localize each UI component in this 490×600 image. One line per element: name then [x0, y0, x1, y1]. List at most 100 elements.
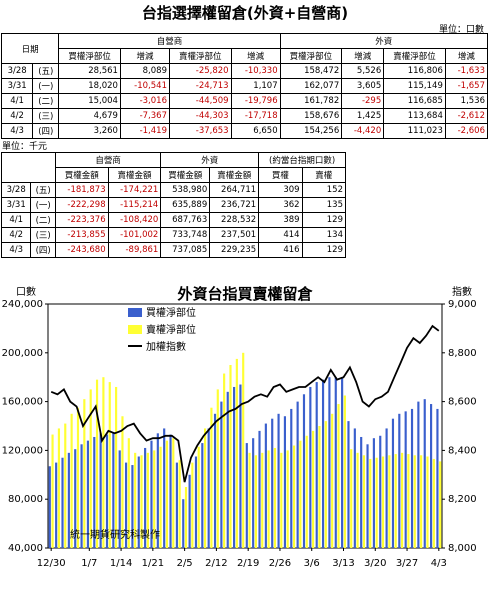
table-row: 4/1 (二) -223,376 -108,420 687,763 228,532 389 1… — [0, 212, 347, 228]
index-line — [50, 324, 440, 483]
y-tick-label: 120,000 — [2, 445, 43, 456]
call-bar — [271, 418, 274, 548]
put-bar — [331, 413, 334, 548]
call-bar — [309, 386, 312, 548]
call-bar — [302, 394, 306, 548]
table-cell: -295 — [341, 93, 385, 109]
y2-tick-label: 8,400 — [448, 445, 477, 456]
call-bar — [150, 440, 153, 548]
table-cell: 3,260 — [58, 123, 121, 139]
put-bar — [140, 455, 143, 548]
put-bar — [362, 455, 366, 548]
y2-tick-label: 9,000 — [448, 299, 477, 310]
call-bar — [74, 449, 77, 548]
call-bar — [112, 432, 115, 548]
call-bar — [188, 474, 191, 548]
row-date: 4/2 — [0, 227, 32, 243]
column-header: 賣權 — [301, 167, 347, 183]
call-bar — [391, 418, 395, 548]
call-bar — [372, 438, 375, 548]
put-bar — [324, 421, 327, 548]
put-bar — [248, 452, 251, 548]
table-cell: 309 — [258, 182, 303, 198]
column-header: 增減 — [230, 48, 281, 64]
row-weekday: (二) — [30, 212, 56, 228]
call-bar — [404, 411, 407, 548]
put-bar — [89, 389, 92, 548]
legend-put-label: 賣權淨部位 — [146, 323, 196, 336]
call-bar — [226, 391, 229, 548]
row-weekday: (三) — [32, 108, 60, 124]
row-weekday: (一) — [32, 78, 60, 94]
put-bar — [242, 352, 245, 548]
put-bar — [165, 440, 169, 548]
table-cell: 111,023 — [383, 123, 446, 139]
column-header: 買權金額 — [54, 167, 109, 183]
row-date: 4/1 — [0, 93, 34, 109]
table-cell: -37,653 — [168, 123, 232, 139]
table-row: 3/28 (五) 28,561 8,089 -25,820 -10,330 158,472 5… — [0, 63, 489, 79]
table-row: 3/28 (五) -181,873 -174,221 538,980 264,711 309… — [0, 182, 347, 198]
call-bar — [175, 462, 178, 548]
row-date: 3/31 — [0, 197, 32, 213]
x-tick-label: 1/14 — [110, 558, 132, 569]
table-cell: -19,796 — [230, 93, 281, 109]
table-cell: -223,376 — [54, 212, 109, 228]
put-bar — [121, 416, 124, 548]
put-bar — [337, 404, 340, 548]
call-bar — [283, 416, 287, 548]
call-bar — [169, 434, 172, 548]
call-bar — [436, 408, 439, 548]
table-cell: -89,861 — [107, 242, 162, 258]
table-cell: 733,748 — [160, 227, 211, 243]
put-bar — [286, 450, 289, 548]
put-bar — [426, 456, 429, 548]
table-cell: 8,089 — [119, 63, 170, 79]
call-bar — [353, 428, 356, 548]
put-bar — [216, 389, 219, 548]
table-cell: -44,509 — [168, 93, 232, 109]
table-cell: -181,873 — [54, 182, 109, 198]
table-cell: 134 — [301, 227, 347, 243]
put-bar — [432, 458, 435, 548]
call-bar — [258, 430, 261, 548]
call-bar — [105, 434, 109, 548]
call-bar — [430, 404, 433, 548]
call-bar — [48, 466, 51, 548]
table-cell: 129 — [301, 242, 347, 258]
put-bar — [413, 455, 416, 548]
put-bar — [400, 452, 404, 548]
row-weekday: (三) — [30, 227, 56, 243]
call-bar — [341, 377, 344, 548]
table-cell: 538,980 — [160, 182, 211, 198]
y-axis-unit: 口數 — [16, 287, 36, 298]
table-cell: 116,806 — [383, 63, 446, 79]
call-bar — [67, 452, 70, 548]
put-bar — [51, 434, 54, 548]
row-weekday: (二) — [32, 93, 60, 109]
call-bar — [144, 447, 147, 548]
put-bar — [57, 428, 60, 548]
table-cell: -25,820 — [168, 63, 232, 79]
amount-table: 自營商 外資 (約當台指期口數) 買權金額 賣權金額 買權金額 賣權金額 買權 賣權 3/… — [0, 152, 347, 258]
put-bar — [229, 365, 232, 548]
page-title: 台指選擇權留倉(外資+自營商) — [141, 4, 349, 22]
put-bar — [178, 460, 181, 548]
row-date: 4/3 — [0, 123, 34, 139]
call-bar — [131, 465, 134, 548]
col-date: 日期 — [0, 33, 60, 64]
row-date: 3/28 — [0, 182, 32, 198]
table-cell: 229,235 — [209, 242, 260, 258]
call-bar — [334, 377, 337, 548]
y2-tick-label: 8,600 — [448, 397, 477, 408]
row-date: 4/1 — [0, 212, 32, 228]
table-row: 4/3 (四) -243,680 -89,861 737,085 229,235 416 12… — [0, 242, 347, 258]
call-bar — [423, 399, 426, 548]
positions-table: 日期 自營商 外資 買權淨部位 增減 賣權淨部位 增減 買權淨部位 增減 賣權淨部位 增減 3… — [0, 33, 489, 139]
call-bar — [296, 401, 299, 548]
legend-call-swatch — [128, 308, 142, 317]
table-cell: -2,612 — [444, 108, 489, 124]
table-cell: 158,676 — [279, 108, 343, 124]
x-tick-label: 4/3 — [431, 558, 447, 569]
call-bar — [321, 379, 325, 548]
